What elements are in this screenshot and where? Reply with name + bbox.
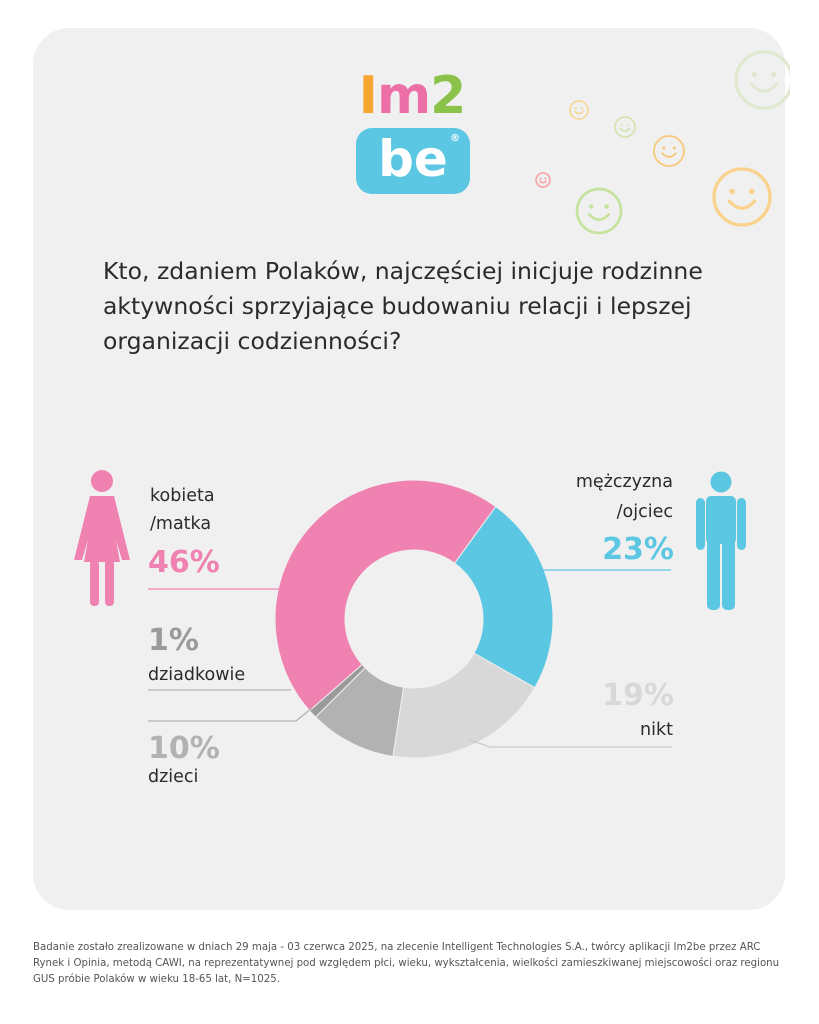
label-grandparents: dziadkowie	[148, 665, 246, 685]
man-icon	[696, 471, 746, 610]
logo-wordmark-top: Im2	[358, 66, 467, 126]
label-woman-line1: kobieta	[150, 486, 215, 506]
value-label-man: 23%	[602, 532, 674, 567]
logo-wordmark-bottom: be ®	[356, 128, 470, 194]
footnote: Badanie zostało zrealizowane w dniach 29…	[33, 942, 780, 985]
smiley-face-icon	[575, 187, 623, 235]
smiley-face-icon-group	[535, 50, 790, 235]
value-label-children: 10%	[148, 731, 220, 766]
chart-title: Kto, zdaniem Polaków, najczęściej inicju…	[103, 257, 703, 355]
value-label-nobody: 19%	[602, 678, 674, 713]
smiley-face-icon	[535, 172, 551, 188]
smiley-face-icon	[569, 100, 589, 120]
smiley-face-icon	[653, 135, 685, 167]
label-man-line2: /ojciec	[616, 502, 673, 522]
im2be-logo: Im2 be ®	[350, 66, 474, 198]
label-children: dzieci	[148, 767, 199, 787]
smiley-face-icon	[614, 116, 636, 138]
woman-icon	[74, 470, 130, 606]
value-label-woman: 46%	[148, 545, 220, 580]
smiley-face-icon	[734, 50, 790, 110]
registered-mark: ®	[450, 133, 460, 144]
label-nobody: nikt	[640, 720, 673, 740]
label-man-line1: mężczyzna	[575, 472, 673, 492]
value-label-grandparents: 1%	[148, 623, 199, 658]
smiley-face-icon	[712, 167, 772, 227]
label-woman-line2: /matka	[150, 514, 212, 534]
